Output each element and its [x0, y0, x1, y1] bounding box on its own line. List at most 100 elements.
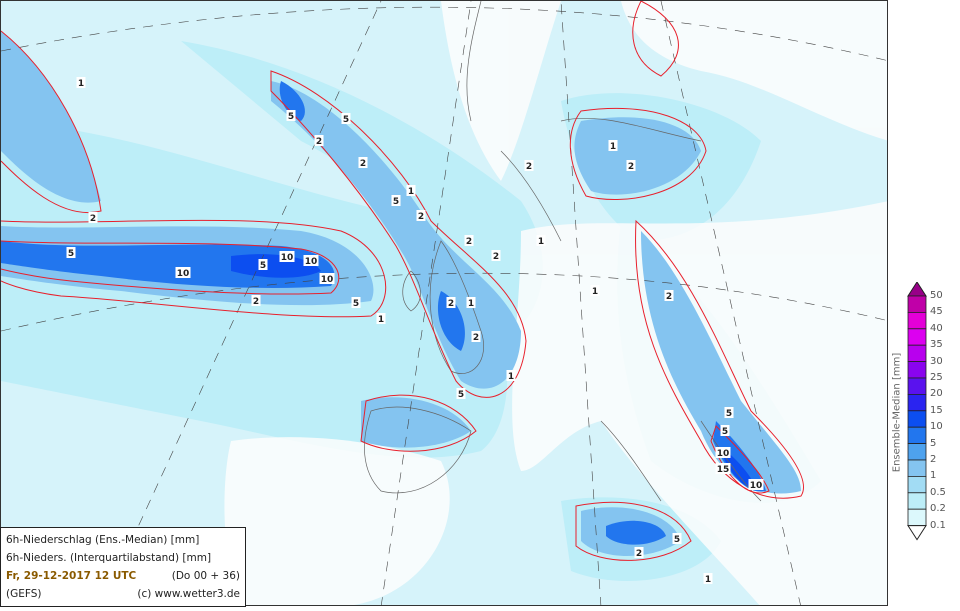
legend-swatch [907, 492, 927, 510]
legend-max-arrow [907, 282, 927, 297]
legend-tick-label: 20 [930, 388, 943, 400]
legend-tick-label: 50 [930, 290, 943, 301]
contour-label: 1 [610, 142, 616, 152]
contour-label-bg [715, 463, 731, 474]
contour-label: 5 [458, 390, 464, 400]
contour-label-bg [464, 235, 474, 246]
contour-label: 1 [705, 575, 711, 585]
contour-label: 1 [468, 299, 474, 309]
legend-swatch [907, 394, 927, 412]
contour-label: 2 [628, 162, 634, 172]
legend-swatch [907, 410, 927, 428]
legend-tick-label: 2 [930, 454, 937, 465]
legend-tick-label: 10 [930, 421, 943, 433]
contour-label-bg [590, 285, 600, 296]
contour-label: 10 [321, 275, 334, 285]
precipitation-map: 1 2 5 10 5 10 10 5 10 2 1 5 2 5 2 1 2 5 2 1 2 2 1 2 5 1 2 1 2 5 10 15 10… [0, 0, 888, 606]
contour-label: 2 [253, 297, 259, 307]
contour-label-bg [720, 425, 730, 436]
contour-label-bg [341, 113, 351, 124]
contour-label-bg [351, 297, 361, 308]
legend-min-arrow [907, 525, 927, 541]
legend-tick-label: 35 [930, 339, 943, 351]
contour-label-bg [466, 297, 476, 308]
contour-label-bg [672, 533, 682, 544]
model-run: (Do 00 + 36) [171, 570, 240, 582]
contour-label: 2 [636, 549, 642, 559]
contour-label-bg [416, 210, 426, 221]
contour-label: 1 [592, 287, 598, 297]
contour-label: 2 [316, 137, 322, 147]
contour-label-bg [715, 447, 731, 458]
iqr-contours [1, 1, 805, 561]
contour-label-bg [626, 160, 636, 171]
contour-label: 1 [508, 372, 514, 382]
contour-label-bg [471, 331, 481, 342]
contour-label: 10 [177, 269, 190, 279]
legend-swatch [907, 328, 927, 346]
contour-label-bg [76, 77, 86, 88]
legend-swatch [907, 377, 927, 395]
legend-swatch [907, 311, 927, 330]
legend-tick-label: 0.1 [930, 519, 946, 531]
grid-lines [1, 1, 887, 605]
contour-label: 5 [343, 115, 349, 125]
contour-label: 2 [418, 212, 424, 222]
map-info-box: 6h-Niederschlag (Ens.-Median) [mm] 6h-Ni… [0, 527, 246, 607]
contour-label-bg [664, 290, 674, 301]
contour-label: 5 [393, 197, 399, 207]
legend-tick-label: 40 [930, 322, 943, 334]
contour-label: 10 [750, 481, 763, 491]
contour-label-bg [446, 297, 456, 308]
color-legend: Ensemble-Median [mm] 0.1 0.2 0.5 1 2 5 10 15 20 2… [892, 282, 960, 552]
legend-tick-label: 0.5 [930, 486, 946, 498]
contour-label-bg [491, 250, 501, 261]
legend-tick-label: 45 [930, 306, 943, 318]
contour-label-bg [524, 160, 534, 171]
contour-label-bg [748, 479, 764, 490]
contour-label: 1 [78, 79, 84, 89]
contour-label: 10 [717, 449, 730, 459]
contour-label-bg [358, 157, 368, 168]
precip-heavy [1, 81, 766, 545]
contour-label-bg [608, 140, 618, 151]
contour-label: 2 [90, 214, 96, 224]
contour-label-bg [286, 110, 296, 121]
title-iqr: 6h-Nieders. (Interquartilabstand) [mm] [6, 552, 212, 564]
legend-swatch [907, 475, 927, 494]
contour-label-bg [175, 267, 191, 278]
contour-label: 10 [305, 257, 318, 267]
contour-label: 10 [281, 253, 294, 263]
contour-label-bg [391, 195, 401, 206]
contour-label: 5 [260, 261, 266, 271]
legend-swatch [907, 295, 927, 313]
legend-tick-label: 5 [930, 437, 937, 449]
precip-very-heavy [231, 254, 756, 489]
contour-label-bg [66, 247, 76, 258]
contour-label-bg [319, 273, 335, 284]
contour-label: 1 [538, 237, 544, 247]
contour-label-bg [376, 313, 386, 324]
contour-label: 2 [360, 159, 366, 169]
credit: (c) www.wetter3.de [137, 588, 240, 600]
contour-label-bg [703, 573, 713, 584]
valid-date: Fr, 29-12-2017 12 UTC [6, 570, 137, 582]
contour-label: 5 [674, 535, 680, 545]
contour-label: 2 [493, 252, 499, 262]
model-name: (GEFS) [6, 588, 42, 600]
contour-label-bg [536, 235, 546, 246]
contour-label: 1 [378, 315, 384, 325]
contour-label-bg [303, 255, 319, 266]
contour-label-bg [506, 370, 516, 381]
contour-label: 5 [288, 112, 294, 122]
contour-label-bg [251, 295, 261, 306]
legend-tick-label: 25 [930, 372, 943, 383]
legend-title: Ensemble-Median [mm] [891, 352, 903, 473]
contour-label: 1 [408, 187, 414, 197]
legend-swatch [907, 508, 927, 526]
contour-label-bg [314, 135, 324, 146]
contour-label: 15 [717, 465, 730, 475]
contour-label-bg [258, 259, 268, 270]
legend-tick-label: 0.2 [930, 503, 946, 515]
